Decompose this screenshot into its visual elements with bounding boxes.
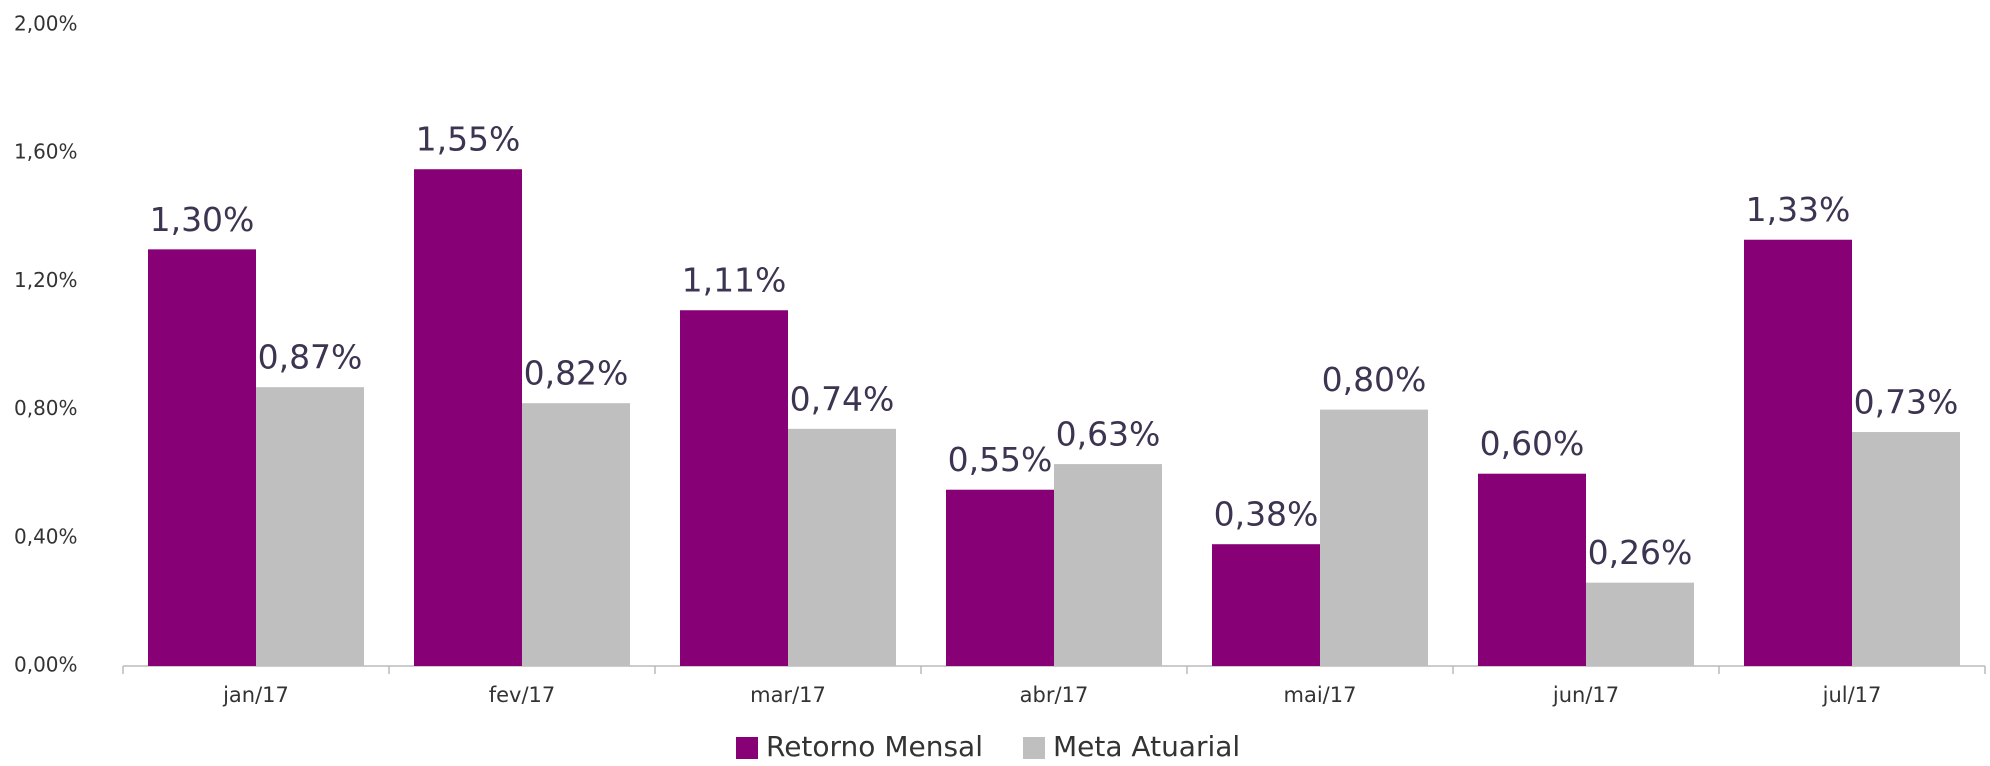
value-label: 0,63%	[1056, 415, 1161, 454]
y-tick-label: 1,60%	[14, 140, 78, 164]
x-tick-label: jan/17	[222, 683, 289, 707]
bar	[1744, 239, 1852, 667]
legend-label: Meta Atuarial	[1053, 730, 1240, 763]
bar	[680, 310, 788, 666]
legend-swatch	[736, 737, 758, 759]
y-tick-label: 1,20%	[14, 268, 78, 292]
bar	[788, 428, 896, 666]
x-tick-label: abr/17	[1020, 683, 1089, 707]
value-label: 1,30%	[150, 200, 255, 239]
legend-label: Retorno Mensal	[766, 730, 983, 763]
bar	[1320, 409, 1428, 666]
value-label: 0,74%	[790, 379, 895, 418]
x-tick-label: fev/17	[489, 683, 556, 707]
y-tick-label: 0,00%	[14, 653, 78, 677]
value-label: 0,82%	[524, 354, 629, 393]
y-tick-label: 2,00%	[14, 12, 78, 36]
value-label: 1,33%	[1746, 190, 1851, 229]
legend-swatch	[1023, 737, 1045, 759]
bar	[1212, 544, 1320, 666]
bar	[1478, 473, 1586, 666]
x-tick-label: jul/17	[1822, 683, 1882, 707]
value-label: 0,60%	[1480, 424, 1585, 463]
x-tick-label: jun/17	[1552, 683, 1619, 707]
value-label: 1,55%	[416, 120, 521, 159]
x-tick-label: mar/17	[750, 683, 826, 707]
value-label: 0,80%	[1322, 360, 1427, 399]
value-label: 0,73%	[1854, 383, 1959, 422]
value-label: 0,55%	[948, 440, 1053, 479]
bar	[522, 403, 630, 666]
y-tick-label: 0,80%	[14, 396, 78, 420]
value-label: 1,11%	[682, 261, 787, 300]
bar	[414, 169, 522, 666]
bar	[946, 489, 1054, 666]
bar	[148, 249, 256, 666]
bar	[256, 387, 364, 666]
value-label: 0,87%	[258, 338, 363, 377]
x-tick-label: mai/17	[1284, 683, 1357, 707]
value-label: 0,26%	[1588, 533, 1693, 572]
bar	[1054, 464, 1162, 666]
value-label: 0,38%	[1214, 495, 1319, 534]
bar	[1852, 432, 1960, 666]
y-tick-label: 0,40%	[14, 524, 78, 548]
bar	[1586, 582, 1694, 666]
